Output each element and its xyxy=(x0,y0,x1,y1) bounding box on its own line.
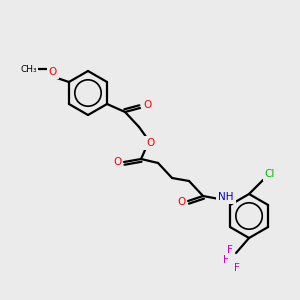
Text: O: O xyxy=(49,67,57,77)
Text: F: F xyxy=(227,245,233,255)
Text: CH₃: CH₃ xyxy=(20,64,37,74)
Text: F: F xyxy=(234,263,240,273)
Text: O: O xyxy=(177,197,185,207)
Text: Cl: Cl xyxy=(265,169,275,179)
Text: O: O xyxy=(146,138,154,148)
Text: O: O xyxy=(113,157,121,167)
Text: NH: NH xyxy=(218,192,234,202)
Text: O: O xyxy=(143,100,151,110)
Text: F: F xyxy=(223,255,229,265)
